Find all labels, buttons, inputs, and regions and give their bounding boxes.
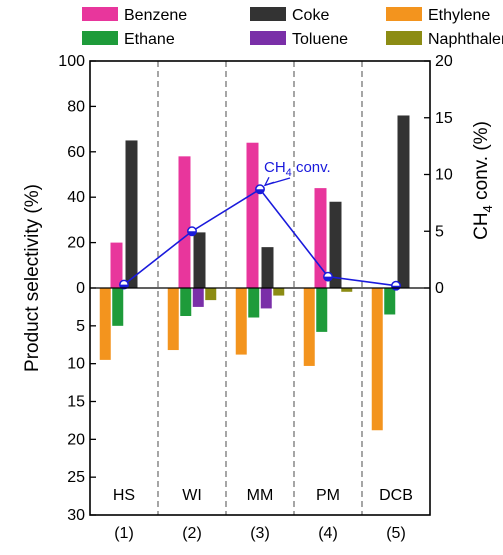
bar-coke: [193, 232, 206, 288]
y-axis-title: Product selectivity (%): [22, 184, 43, 372]
y2-axis-title: CH4 conv. (%): [471, 121, 495, 240]
legend-label-coke: Coke: [292, 7, 329, 24]
bar-naphthalene: [205, 288, 217, 301]
bar-coke: [329, 201, 342, 288]
legend-swatch-naphthalene: [386, 31, 422, 45]
y2-tick-label: 15: [435, 110, 453, 127]
bar-ethylene: [235, 288, 247, 355]
ch4-conversion-label: CH4 conv.: [264, 159, 331, 179]
labels: CH4 conv. Product selectivity (%) CH4 conv…: [22, 121, 495, 542]
bar-ethylene: [371, 288, 383, 431]
bars: [99, 115, 410, 431]
y-tick-label: 20: [67, 235, 85, 252]
category-index-label: (3): [250, 525, 270, 542]
y2-tick-label: 10: [435, 167, 453, 184]
y-tick-label: 80: [67, 98, 85, 115]
bar-benzene: [110, 242, 123, 288]
y-tick-label: 60: [67, 144, 85, 161]
legend-label-naphthalene: Naphthalene: [428, 31, 503, 48]
bar-ethylene: [167, 288, 179, 351]
legend-label-ethane: Ethane: [124, 31, 175, 48]
bar-toluene: [260, 288, 272, 309]
y-tick-label: 15: [67, 394, 85, 411]
ch4-conversion-line: [119, 184, 401, 291]
bar-ethane: [316, 288, 328, 332]
ch4-conversion-marker-fill: [323, 276, 333, 281]
category-label-wi: WI: [182, 487, 202, 504]
bar-ethane: [112, 288, 124, 326]
category-label-mm: MM: [247, 487, 274, 504]
y-tick-label: 30: [67, 507, 85, 524]
category-label-dcb: DCB: [379, 487, 413, 504]
bar-ethylene: [99, 288, 111, 360]
bar-benzene: [246, 142, 259, 288]
bar-coke: [397, 115, 410, 288]
y-tick-label: 40: [67, 189, 85, 206]
legend-swatch-ethylene: [386, 7, 422, 21]
bar-ethane: [384, 288, 396, 315]
axes: 100 80 60 40 20 0 5 10 15 20 25 30 20 15 10 5 0: [58, 53, 453, 524]
y-tick-label: 5: [76, 318, 85, 335]
legend-label-benzene: Benzene: [124, 7, 187, 24]
y2-tick-label: 5: [435, 223, 444, 240]
category-index-label: (2): [182, 525, 202, 542]
y-tick-label: 25: [67, 469, 85, 486]
category-label-pm: PM: [316, 487, 340, 504]
category-index-label: (5): [386, 525, 406, 542]
legend-label-ethylene: Ethylene: [428, 7, 490, 24]
legend-swatch-toluene: [250, 31, 286, 45]
bar-naphthalene: [273, 288, 285, 296]
bar-naphthalene: [341, 288, 353, 292]
y-tick-label: 0: [76, 280, 85, 297]
category-label-hs: HS: [113, 487, 135, 504]
legend: Benzene Coke Ethylene Ethane Toluene Naphthal…: [82, 7, 503, 48]
y2-tick-label: 20: [435, 53, 453, 70]
bar-benzene: [178, 156, 191, 288]
ch4-conversion-polyline: [123, 188, 397, 287]
bar-ethane: [248, 288, 260, 318]
bar-toluene: [192, 288, 204, 307]
ch4-conversion-marker-fill: [187, 231, 197, 236]
ch4-conversion-arrowhead: [263, 176, 275, 187]
category-index-label: (1): [114, 525, 134, 542]
legend-swatch-benzene: [82, 7, 118, 21]
bar-ethylene: [303, 288, 315, 366]
ch4-conversion-marker-fill: [255, 189, 265, 194]
bar-ethane: [180, 288, 192, 316]
legend-swatch-coke: [250, 7, 286, 21]
category-dividers: [157, 61, 363, 515]
category-index-label: (4): [318, 525, 338, 542]
legend-label-toluene: Toluene: [292, 31, 348, 48]
bar-coke: [125, 140, 138, 288]
bar-coke: [261, 247, 274, 288]
y-tick-label: 20: [67, 431, 85, 448]
legend-swatch-ethane: [82, 31, 118, 45]
y2-tick-label: 0: [435, 280, 444, 297]
y-tick-label: 10: [67, 356, 85, 373]
y-tick-label: 100: [58, 53, 85, 70]
